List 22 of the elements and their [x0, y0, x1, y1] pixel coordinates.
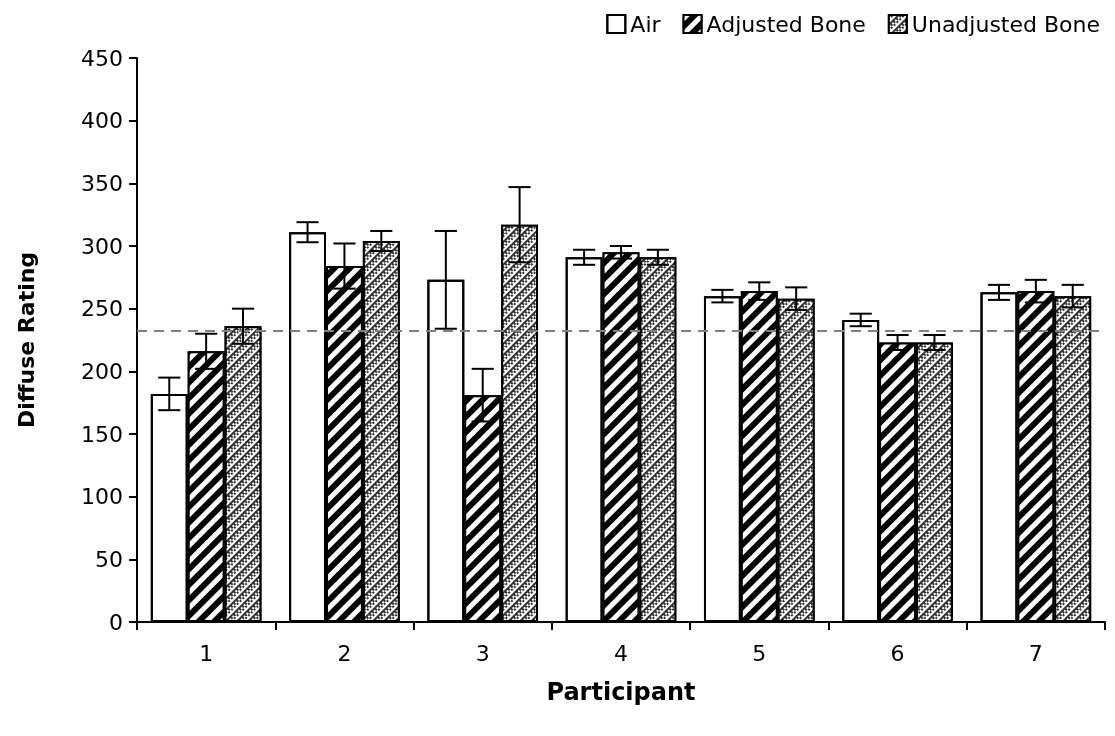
x-tick-label: 4 — [614, 640, 628, 666]
x-tick-label: 3 — [475, 640, 490, 666]
y-tick-label: 150 — [81, 421, 123, 447]
y-tick-label: 250 — [81, 296, 123, 322]
legend-label: Air — [630, 11, 662, 37]
y-tick-label: 100 — [81, 484, 123, 510]
y-tick-label: 400 — [81, 108, 123, 134]
y-tick-label: 200 — [81, 358, 123, 384]
y-tick-label: 350 — [81, 170, 123, 196]
x-tick-label: 2 — [337, 640, 352, 666]
x-tick-label: 6 — [890, 640, 905, 666]
y-axis-title: Diffuse Rating — [13, 251, 39, 429]
x-tick-label: 5 — [752, 640, 767, 666]
x-tick-label: 1 — [199, 640, 214, 666]
y-tick-label: 50 — [95, 546, 123, 572]
x-tick-label: 7 — [1028, 640, 1043, 666]
y-tick-label: 300 — [81, 233, 123, 259]
y-tick-label: 450 — [81, 45, 123, 71]
y-tick-label: 0 — [109, 609, 123, 635]
x-axis-title: Participant — [546, 678, 696, 706]
legend-label: Adjusted Bone — [706, 11, 866, 37]
legend-label: Unadjusted Bone — [911, 11, 1101, 37]
